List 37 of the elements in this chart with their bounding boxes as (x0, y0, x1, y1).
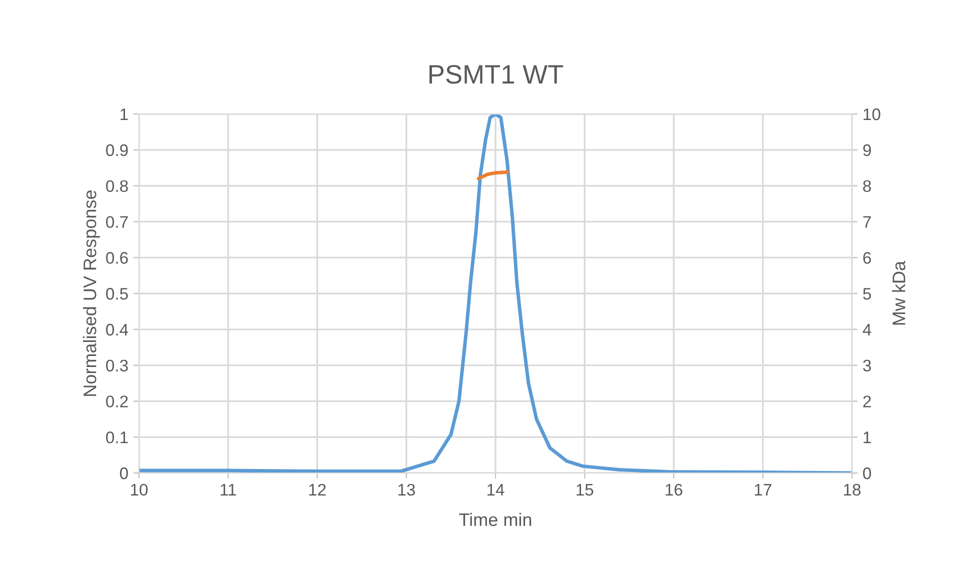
y-tick-label: 0 (120, 467, 128, 480)
x-tick-label: 17 (754, 484, 772, 496)
y2-tick-label: 3 (863, 360, 871, 372)
y-tick-label: 0.1 (106, 432, 128, 444)
y2-tick-label: 6 (863, 252, 871, 264)
y-tick-label: 0.3 (106, 360, 128, 372)
y-tick-label: 1 (120, 108, 128, 120)
y2-tick-label: 0 (863, 467, 872, 480)
x-tick-label: 15 (576, 484, 594, 496)
x-tick-label: 10 (131, 484, 148, 496)
y2-tick-label: 4 (862, 324, 872, 336)
y-tick-label: 0.9 (106, 144, 128, 156)
y2-tick-label: 1 (864, 432, 871, 444)
y-tick-label: 0.7 (106, 216, 128, 228)
y-tick-label: 0.6 (106, 252, 128, 264)
line-series (139, 114, 852, 473)
y2-tick-label: 8 (863, 180, 871, 192)
y2-tick-label: 9 (863, 144, 871, 156)
y2-tick-label: 7 (863, 216, 871, 228)
x-axis-title: Time min (459, 512, 532, 526)
y2-tick-label: 5 (863, 288, 871, 300)
chart-title: PSMT1 WT (429, 65, 564, 84)
y2-tick-label: 10 (864, 108, 880, 120)
x-tick-label: 16 (666, 484, 682, 496)
y2-tick-label: 2 (863, 396, 871, 408)
x-tick-label: 18 (844, 484, 861, 496)
y-axis-title: Normalised UV Response (83, 190, 100, 396)
x-tick-label: 11 (220, 484, 236, 496)
y-tick-label: 0.2 (106, 396, 128, 408)
y-tick-label: 0.5 (106, 288, 128, 300)
y2-axis-title: Mw kDa (892, 260, 906, 325)
y-tick-label: 0.8 (106, 180, 128, 192)
line-series (476, 170, 509, 180)
x-tick-label: 14 (488, 484, 504, 496)
x-tick-label: 12 (309, 484, 326, 496)
y-tick-label: 0.4 (106, 324, 128, 336)
x-tick-label: 13 (398, 484, 415, 496)
